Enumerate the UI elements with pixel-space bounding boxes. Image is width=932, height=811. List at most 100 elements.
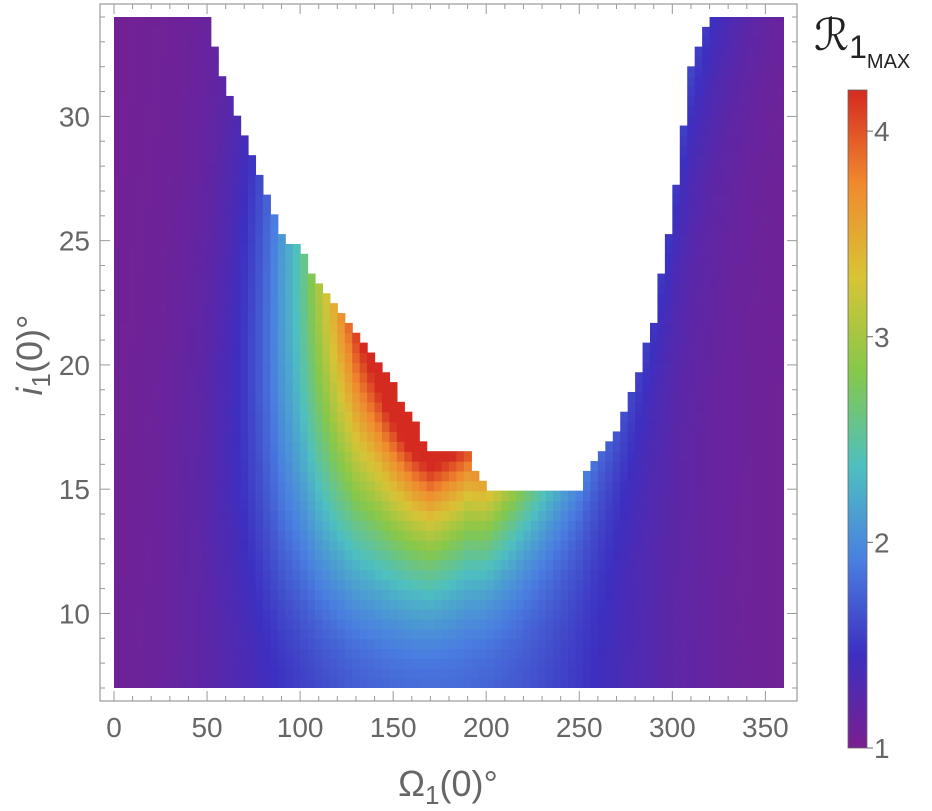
heat-cell [151, 165, 160, 176]
heat-cell [285, 352, 294, 363]
heat-cell [463, 530, 472, 541]
heat-cell [203, 480, 212, 492]
heat-cell [687, 224, 696, 235]
heat-cell [717, 283, 726, 294]
heat-cell [657, 283, 666, 294]
heat-cell [240, 174, 249, 186]
heat-cell [188, 76, 197, 87]
heat-cell [181, 461, 190, 472]
heat-cell [195, 76, 204, 87]
heat-cell [210, 76, 219, 87]
heat-cell [307, 411, 316, 423]
heat-cell [315, 401, 324, 413]
heat-cell [478, 658, 487, 669]
heat-cell [181, 431, 190, 442]
heat-cell [240, 401, 249, 413]
heat-cell [731, 480, 740, 492]
heat-cell [754, 66, 763, 77]
heat-cell [516, 579, 525, 590]
heat-cell [240, 668, 249, 679]
heat-cell [687, 194, 696, 206]
heat-cell [218, 559, 227, 571]
heat-cell [181, 668, 190, 679]
heat-cell [121, 243, 130, 255]
heat-cell [195, 461, 204, 472]
heat-cell [731, 184, 740, 196]
heat-cell [203, 332, 212, 344]
heat-cell [181, 510, 190, 521]
heat-cell [635, 668, 644, 679]
heat-cell [292, 599, 301, 610]
heat-cell [389, 500, 398, 511]
heat-cell [195, 322, 204, 334]
heat-cell [322, 520, 331, 531]
heat-cell [158, 322, 167, 334]
heat-cell [746, 283, 755, 294]
heat-cell [210, 352, 219, 363]
heat-cell [516, 589, 525, 600]
heat-cell [702, 322, 711, 334]
heat-cell [143, 342, 152, 354]
heat-cell [270, 441, 279, 452]
heat-cell [136, 66, 145, 77]
heat-cell [210, 539, 219, 551]
heat-cell [188, 224, 197, 235]
heat-cell [292, 480, 301, 492]
heat-cell [195, 421, 204, 433]
x-tick-label: 350 [742, 712, 789, 743]
heat-cell [717, 234, 726, 245]
heat-cell [166, 648, 175, 659]
heat-cell [173, 174, 182, 186]
heat-cell [173, 480, 182, 492]
heat-cell [731, 589, 740, 600]
heat-cell [590, 549, 599, 561]
heat-cell [262, 461, 271, 472]
heat-cell [545, 530, 554, 541]
heat-cell [709, 26, 718, 38]
heat-cell [240, 618, 249, 630]
heat-cell [225, 95, 234, 107]
heat-cell [627, 618, 636, 630]
heat-cell [195, 668, 204, 679]
heat-cell [151, 263, 160, 275]
heat-cell [166, 431, 175, 442]
heat-cell [597, 599, 606, 610]
heat-cell [702, 539, 711, 551]
heat-cell [203, 470, 212, 482]
heat-cell [337, 678, 346, 688]
heat-cell [344, 451, 353, 462]
heat-cell [210, 441, 219, 452]
heat-cell [158, 135, 167, 146]
heat-cell [739, 411, 748, 423]
heat-cell [404, 510, 413, 521]
heat-cell [233, 638, 242, 650]
heat-cell [776, 174, 784, 186]
heat-cell [769, 293, 778, 304]
heat-cell [389, 668, 398, 679]
heat-cell [687, 184, 696, 196]
heat-cell [404, 431, 413, 442]
heat-cell [776, 461, 784, 472]
heat-cell [248, 658, 257, 669]
heat-cell [575, 599, 584, 610]
heat-cell [315, 500, 324, 511]
heat-cell [166, 36, 175, 48]
heat-cell [746, 461, 755, 472]
heat-cell [166, 579, 175, 590]
heat-cell [724, 342, 733, 354]
heat-cell [188, 490, 197, 502]
heat-cell [143, 36, 152, 48]
heat-cell [359, 490, 368, 502]
heat-cell [411, 579, 420, 590]
heat-cell [136, 253, 145, 265]
heat-cell [717, 401, 726, 413]
heat-cell [754, 470, 763, 482]
heat-cell [195, 174, 204, 186]
heat-cell [709, 609, 718, 620]
heat-cell [195, 66, 204, 77]
heat-cell [166, 470, 175, 482]
heat-cell [210, 46, 219, 58]
heat-cell [151, 313, 160, 324]
heat-cell [128, 253, 137, 265]
heat-cell [776, 668, 784, 679]
